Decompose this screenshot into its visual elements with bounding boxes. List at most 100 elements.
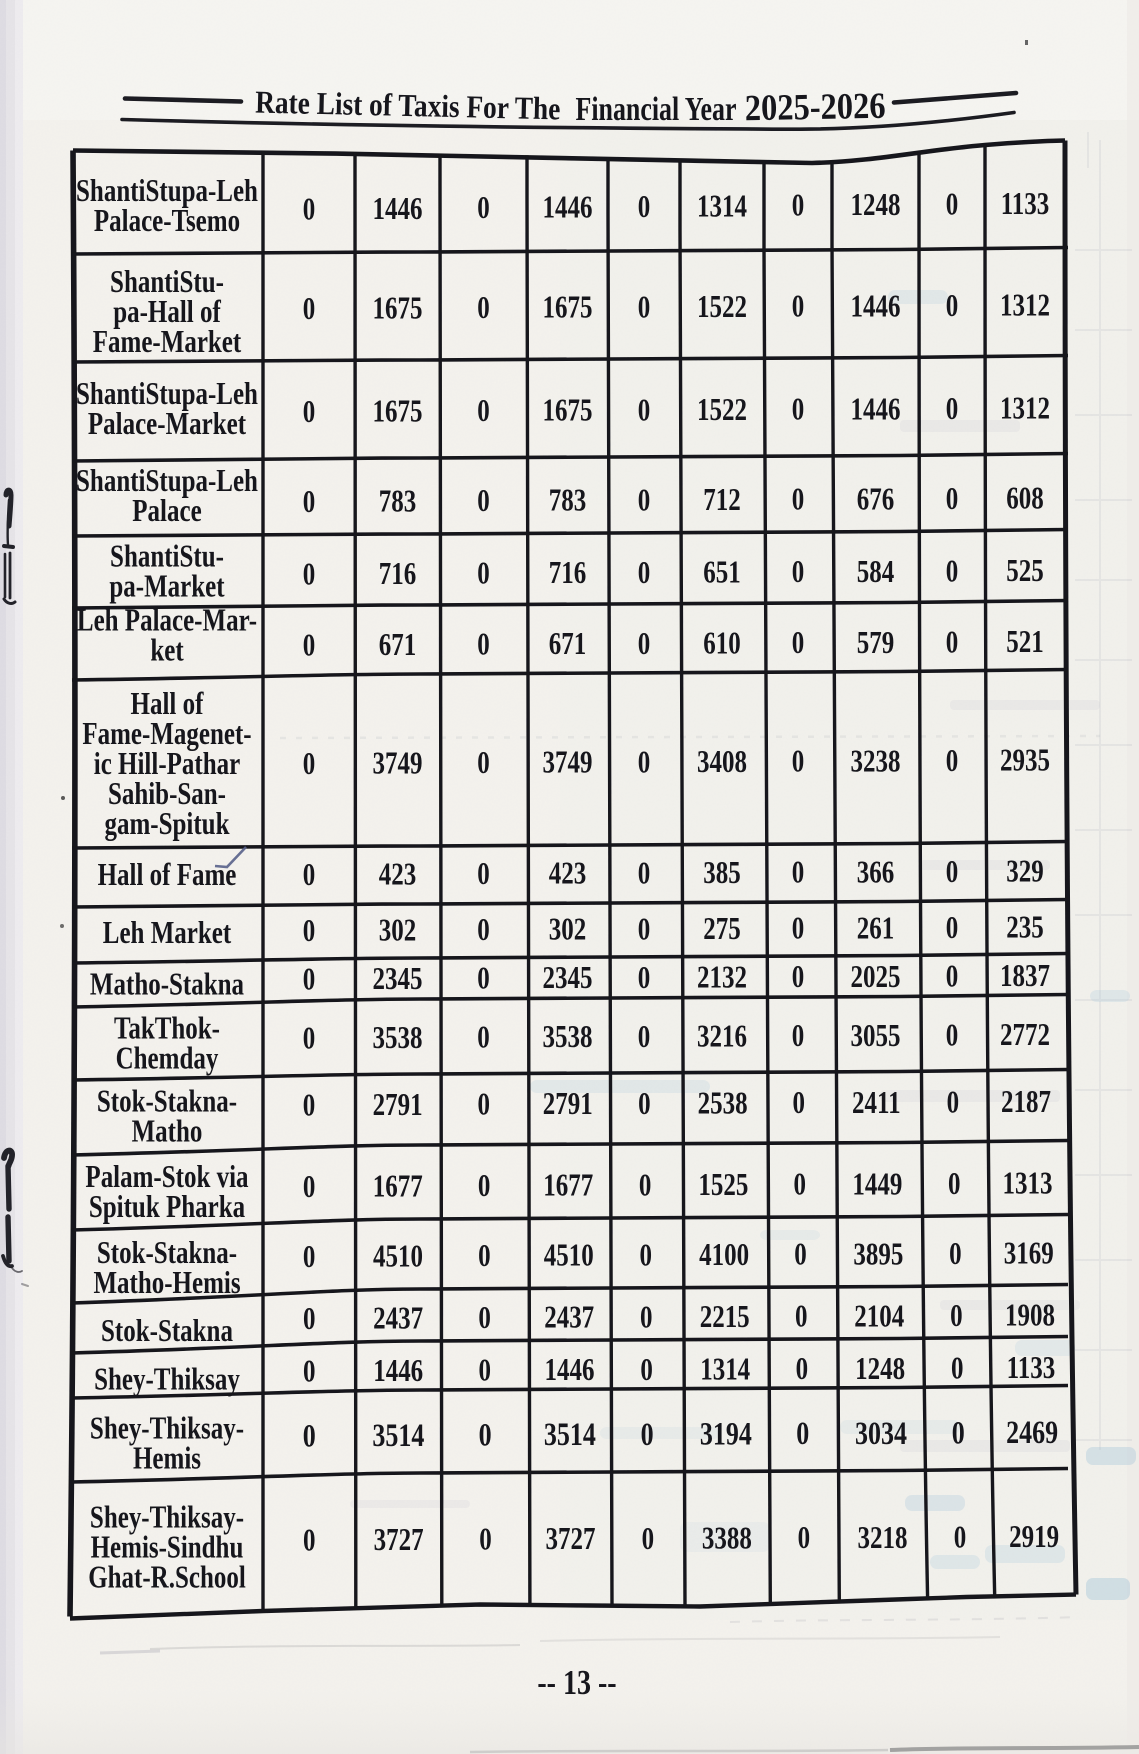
svg-text:712: 712 [703, 483, 740, 517]
svg-text:1677: 1677 [373, 1170, 423, 1204]
svg-text:0: 0 [303, 858, 315, 892]
svg-text:pa-Hall of: pa-Hall of [113, 295, 221, 329]
svg-text:Leh Market: Leh Market [103, 916, 232, 950]
svg-text:261: 261 [857, 912, 894, 946]
svg-text:4510: 4510 [373, 1240, 423, 1274]
svg-text:0: 0 [946, 188, 958, 222]
svg-text:783: 783 [379, 485, 416, 519]
svg-text:0: 0 [303, 1524, 315, 1558]
svg-text:0: 0 [477, 1021, 489, 1055]
svg-text:610: 610 [703, 627, 740, 661]
svg-text:0: 0 [793, 1168, 805, 1202]
svg-text:3408: 3408 [697, 745, 747, 779]
svg-text:1314: 1314 [700, 1353, 750, 1387]
svg-text:ShantiStupa-Leh: ShantiStupa-Leh [76, 377, 258, 411]
svg-text:3218: 3218 [858, 1521, 908, 1555]
svg-text:2187: 2187 [1001, 1086, 1051, 1120]
svg-text:0: 0 [792, 483, 804, 517]
svg-text:0: 0 [303, 395, 315, 429]
svg-text:1675: 1675 [373, 292, 423, 326]
svg-text:0: 0 [303, 1240, 315, 1274]
svg-text:0: 0 [792, 1087, 804, 1121]
svg-text:2437: 2437 [544, 1301, 594, 1335]
svg-text:Spituk Pharka: Spituk Pharka [89, 1190, 245, 1224]
svg-text:0: 0 [303, 629, 315, 663]
svg-text:Sahib-San-: Sahib-San- [108, 777, 226, 811]
svg-text:-- 13 --: -- 13 -- [537, 1663, 616, 1702]
svg-text:0: 0 [638, 291, 650, 325]
svg-text:3727: 3727 [374, 1523, 424, 1557]
svg-text:0: 0 [477, 746, 489, 780]
svg-text:1522: 1522 [697, 290, 747, 324]
svg-text:0: 0 [796, 1353, 808, 1387]
svg-text:0: 0 [795, 1300, 807, 1334]
svg-text:Palam-Stok via: Palam-Stok via [85, 1160, 248, 1194]
svg-text:0: 0 [792, 745, 804, 779]
svg-text:1908: 1908 [1005, 1299, 1055, 1333]
svg-text:0: 0 [303, 747, 315, 781]
svg-text:Shey-Thiksay-: Shey-Thiksay- [90, 1412, 244, 1446]
svg-text:3055: 3055 [851, 1019, 901, 1053]
svg-text:0: 0 [640, 1301, 652, 1335]
svg-text:Rate List of Taxis For The: Rate List of Taxis For The [255, 86, 561, 127]
svg-text:2345: 2345 [373, 962, 423, 996]
svg-text:3514: 3514 [372, 1418, 424, 1453]
svg-text:0: 0 [303, 963, 315, 997]
svg-text:Hall of Fame: Hall of Fame [98, 858, 237, 892]
svg-text:0: 0 [641, 1417, 654, 1452]
svg-text:0: 0 [477, 557, 489, 591]
svg-text:0: 0 [798, 1522, 810, 1556]
svg-text:0: 0 [478, 1239, 490, 1273]
svg-text:716: 716 [379, 557, 416, 591]
svg-text:ShantiStu-: ShantiStu- [110, 265, 224, 299]
svg-text:1446: 1446 [851, 290, 901, 324]
svg-text:Stok-Stakna: Stok-Stakna [101, 1314, 233, 1348]
svg-text:0: 0 [638, 746, 650, 780]
svg-text:0: 0 [303, 485, 315, 519]
svg-text:2791: 2791 [543, 1088, 593, 1122]
svg-text:0: 0 [303, 1022, 315, 1056]
svg-text:0: 0 [303, 914, 315, 948]
svg-text:0: 0 [638, 961, 650, 995]
svg-text:0: 0 [792, 556, 804, 590]
svg-text:ShantiStupa-Leh: ShantiStupa-Leh [76, 464, 258, 498]
svg-text:0: 0 [638, 556, 650, 590]
svg-text:3538: 3538 [373, 1021, 423, 1055]
svg-text:0: 0 [303, 1170, 315, 1204]
svg-text:1312: 1312 [1000, 392, 1050, 426]
svg-text:0: 0 [638, 857, 650, 891]
svg-text:0: 0 [477, 913, 489, 947]
svg-text:0: 0 [303, 1419, 316, 1454]
svg-text:1675: 1675 [543, 394, 593, 428]
svg-text:ket: ket [150, 634, 184, 668]
svg-text:2919: 2919 [1009, 1521, 1059, 1555]
svg-text:0: 0 [477, 291, 489, 325]
svg-text:0: 0 [950, 1299, 962, 1333]
svg-text:0: 0 [946, 911, 958, 945]
svg-text:0: 0 [478, 1169, 490, 1203]
svg-text:2469: 2469 [1006, 1416, 1058, 1451]
svg-text:1314: 1314 [697, 190, 747, 224]
svg-text:579: 579 [857, 626, 894, 660]
svg-text:pa-Market: pa-Market [109, 570, 225, 604]
svg-text:1675: 1675 [373, 395, 423, 429]
svg-text:Palace-Market: Palace-Market [88, 407, 247, 441]
svg-text:0: 0 [792, 393, 804, 427]
svg-text:1248: 1248 [855, 1352, 905, 1386]
svg-text:366: 366 [857, 856, 894, 890]
svg-text:Hemis: Hemis [133, 1442, 201, 1476]
svg-text:3895: 3895 [853, 1238, 903, 1272]
svg-text:716: 716 [549, 557, 586, 591]
svg-text:2791: 2791 [373, 1088, 423, 1122]
svg-text:0: 0 [946, 555, 958, 589]
svg-text:584: 584 [857, 555, 894, 589]
svg-text:2025-2026: 2025-2026 [744, 85, 885, 129]
svg-text:Palace: Palace [132, 494, 201, 528]
svg-text:0: 0 [303, 1302, 315, 1336]
svg-text:2935: 2935 [1000, 744, 1050, 778]
svg-text:0: 0 [948, 1167, 960, 1201]
svg-text:0: 0 [792, 189, 804, 223]
svg-text:4100: 4100 [699, 1238, 749, 1272]
svg-text:0: 0 [638, 394, 650, 428]
svg-text:0: 0 [303, 558, 315, 592]
